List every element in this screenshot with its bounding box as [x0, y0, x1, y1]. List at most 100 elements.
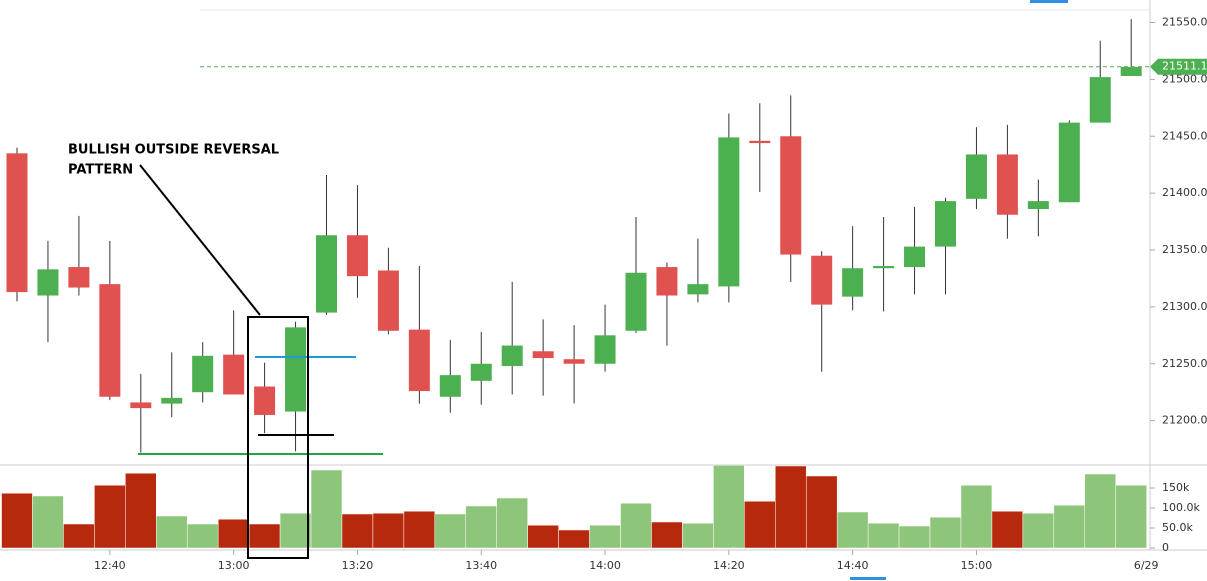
candle-body — [842, 268, 864, 297]
x-tick-label: 12:40 — [94, 559, 126, 572]
scroll-indicator — [850, 577, 886, 580]
volume-bar — [805, 475, 838, 549]
volume-bar — [775, 465, 807, 549]
candle-body — [780, 136, 802, 255]
candle-body — [532, 351, 554, 359]
candle-body — [1027, 201, 1049, 210]
volume-bar — [744, 500, 776, 549]
candle-body — [285, 327, 307, 412]
candle-body — [904, 246, 926, 268]
y-tick-label: 100.0k — [1162, 501, 1200, 514]
candle-body — [811, 255, 833, 305]
candle-body — [749, 140, 771, 144]
candle-body — [501, 345, 523, 367]
volume-bar — [372, 512, 405, 549]
candle-body — [965, 154, 987, 199]
volume-bar — [1084, 473, 1116, 549]
y-tick-label: 50.0k — [1162, 521, 1193, 534]
candle-body — [68, 267, 90, 288]
volume-bar — [465, 505, 497, 549]
pattern-box — [247, 316, 309, 559]
x-tick-label: 13:40 — [465, 559, 497, 572]
candle-body — [439, 375, 461, 397]
date-label: 6/29 — [1134, 559, 1159, 572]
volume-bar — [620, 502, 652, 549]
x-tick-label: 15:00 — [961, 559, 993, 572]
volume-bar — [125, 472, 157, 549]
volume-bar — [248, 523, 281, 549]
candle-body — [254, 386, 276, 415]
candle-body — [161, 397, 183, 404]
last-price-tag — [1150, 58, 1207, 75]
volume-bar — [1022, 512, 1055, 549]
candle-body — [192, 355, 214, 393]
x-tick-label: 14:40 — [837, 559, 869, 572]
volume-bar — [836, 511, 869, 549]
marks — [1, 19, 1147, 549]
candle-body — [130, 402, 152, 409]
volume-bar — [713, 464, 745, 549]
y-tick-label: 21250.00 — [1162, 357, 1207, 370]
volume-bar — [63, 523, 95, 549]
candle-body — [687, 284, 709, 295]
volume-bar — [991, 510, 1024, 549]
y-tick-label: 150k — [1162, 481, 1190, 494]
annotation: BULLISH OUTSIDE REVERSAL — [68, 143, 279, 158]
volume-bar — [496, 497, 528, 549]
candle-body — [1058, 122, 1080, 203]
scroll-indicator — [1030, 0, 1068, 3]
y-tick-label: 21350.00 — [1162, 243, 1207, 256]
volume-bar — [929, 516, 962, 549]
volume-bar — [32, 495, 64, 549]
volume-bar — [960, 484, 993, 549]
candle-body — [316, 235, 337, 313]
candle-body — [223, 354, 245, 395]
x-tick-label: 13:00 — [218, 559, 250, 572]
candle-body — [718, 137, 740, 287]
last-price-label: 21511.15 — [1162, 60, 1207, 73]
x-tick-label: 14:00 — [589, 559, 621, 572]
y-tick-label: 21200.00 — [1162, 414, 1207, 427]
candle-body — [1089, 77, 1111, 123]
volume-bar — [186, 523, 219, 549]
volume-bar — [310, 469, 343, 549]
candle-body — [935, 201, 956, 247]
pointer-line — [139, 164, 261, 316]
y-tick-label: 0 — [1162, 541, 1169, 554]
volume-bar — [403, 510, 436, 549]
candle-body — [996, 154, 1018, 215]
volume-bar — [341, 513, 374, 549]
candle-body — [6, 153, 28, 293]
candle-body — [873, 265, 895, 269]
volume-bar — [898, 525, 931, 549]
candle-body — [656, 267, 678, 296]
y-tick-label: 21400.00 — [1162, 186, 1207, 199]
candle-body — [408, 329, 430, 392]
candle-body — [346, 235, 368, 277]
volume-bar — [1053, 504, 1086, 549]
x-tick-label: 13:20 — [342, 559, 374, 572]
volume-bar — [682, 522, 714, 549]
volume-bar — [156, 515, 188, 549]
candle-body — [377, 270, 399, 331]
volume-bar — [94, 484, 126, 549]
candle-body — [1120, 66, 1142, 76]
annotation: PATTERN — [68, 163, 133, 178]
volume-bar — [1, 492, 33, 549]
candle-body — [563, 359, 585, 364]
candle-body — [470, 363, 492, 381]
candle-body — [37, 269, 59, 296]
y-tick-label: 21550.00 — [1162, 16, 1207, 29]
volume-bar — [434, 513, 467, 549]
volume-bar — [217, 518, 250, 549]
volume-bar — [651, 521, 683, 549]
candle-body — [99, 284, 121, 397]
candle-body — [625, 272, 647, 331]
y-tick-label: 21500.00 — [1162, 72, 1207, 85]
volume-bar — [527, 524, 559, 549]
y-tick-label: 21450.00 — [1162, 129, 1207, 142]
x-tick-label: 14:20 — [713, 559, 745, 572]
volume-bar — [589, 524, 621, 549]
volume-bar — [1115, 484, 1147, 549]
